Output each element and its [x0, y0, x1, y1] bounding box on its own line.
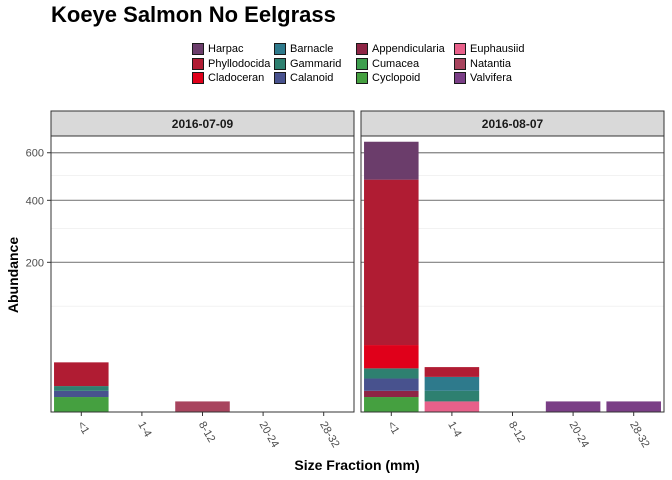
bar-segment-gammarid: [424, 390, 480, 402]
legend-item-natantia: Natantia: [454, 57, 511, 71]
legend-swatch: [192, 57, 204, 70]
bar-segment-valvifera: [545, 401, 601, 412]
legend-swatch: [454, 57, 466, 70]
legend-item-calanoid: Calanoid: [274, 71, 333, 85]
bar-segment-euphausiid: [424, 401, 480, 412]
x-tick-label: 20-24: [567, 420, 591, 450]
legend-label: Gammarid: [290, 57, 342, 70]
facet-strip-label: 2016-07-09: [172, 117, 234, 131]
bar-segment-harpac: [364, 141, 419, 180]
legend-swatch: [454, 72, 466, 84]
legend-swatch: [356, 72, 368, 84]
legend-swatch: [274, 43, 286, 55]
legend-item-barnacle: Barnacle: [274, 42, 333, 56]
legend: Harpac Phyllodocida Cladoceran Barnacle Gamm…: [192, 42, 572, 90]
legend-label: Natantia: [470, 57, 511, 70]
facet-strip: [360, 110, 665, 137]
legend-item-cyclopoid: Cyclopoid: [356, 71, 420, 85]
bar-segment-gammarid: [54, 386, 109, 391]
bar-segment-appendicularia: [364, 390, 419, 398]
legend-label: Valvifera: [470, 72, 512, 84]
facet-strip-label: 2016-08-07: [482, 117, 544, 131]
legend-item-phyllodocida: Phyllodocida: [192, 57, 270, 71]
x-tick-label: 1-4: [445, 420, 463, 440]
legend-item-valvifera: Valvifera: [454, 71, 512, 85]
facet-strip: [50, 110, 355, 137]
x-tick-label: <1: [385, 420, 402, 437]
bar-segment-natantia: [175, 401, 230, 412]
y-tick-label: 600: [26, 148, 44, 160]
legend-item-cumacea: Cumacea: [356, 57, 419, 71]
legend-swatch: [274, 72, 286, 84]
x-tick-label: 8-12: [196, 420, 217, 445]
x-tick-label: <1: [75, 420, 92, 437]
bar-segment-phyllodocida: [364, 179, 419, 346]
chart-title: Koeye Salmon No Eelgrass: [51, 2, 336, 27]
x-tick-label: 20-24: [257, 420, 281, 450]
legend-label: Appendicularia: [372, 43, 445, 55]
legend-item-gammarid: Gammarid: [274, 57, 341, 71]
legend-item-cladoceran: Cladoceran: [192, 71, 264, 85]
x-tick-label: 28-32: [317, 420, 341, 450]
y-tick-label: 400: [26, 195, 44, 207]
legend-label: Euphausiid: [470, 43, 525, 55]
bar-segment-calanoid: [54, 390, 109, 398]
legend-label: Harpac: [208, 43, 244, 55]
legend-item-harpac: Harpac: [192, 42, 243, 56]
legend-label: Calanoid: [290, 72, 334, 84]
legend-label: Cyclopoid: [372, 72, 421, 84]
bar-segment-barnacle: [424, 376, 480, 391]
bar-segment-phyllodocida: [424, 367, 480, 377]
x-tick-label: 28-32: [627, 420, 651, 450]
bar-segment-cyclopoid: [54, 397, 109, 412]
bar-segment-cladoceran: [364, 345, 419, 369]
bar-segment-gammarid: [364, 368, 419, 379]
legend-swatch: [192, 72, 204, 84]
y-tick-label: 200: [26, 257, 44, 269]
x-tick-label: 8-12: [506, 420, 527, 445]
legend-label: Barnacle: [290, 43, 334, 55]
bar-segment-valvifera: [606, 401, 661, 412]
legend-label: Cladoceran: [208, 72, 265, 84]
legend-swatch: [356, 43, 368, 55]
legend-swatch: [192, 43, 204, 55]
legend-swatch: [274, 57, 286, 70]
legend-swatch: [454, 43, 466, 55]
bar-segment-cyclopoid: [364, 397, 419, 412]
bar-segment-calanoid: [364, 378, 419, 391]
y-axis-label: Abundance: [5, 237, 21, 313]
legend-label: Phyllodocida: [208, 57, 271, 70]
x-tick-label: 1-4: [135, 420, 153, 440]
bar-segment-phyllodocida: [54, 362, 109, 387]
legend-swatch: [356, 57, 368, 70]
legend-item-euphausiid: Euphausiid: [454, 42, 524, 56]
legend-item-appendicularia: Appendicularia: [356, 42, 445, 56]
x-axis-label: Size Fraction (mm): [294, 457, 419, 473]
legend-label: Cumacea: [372, 57, 420, 70]
